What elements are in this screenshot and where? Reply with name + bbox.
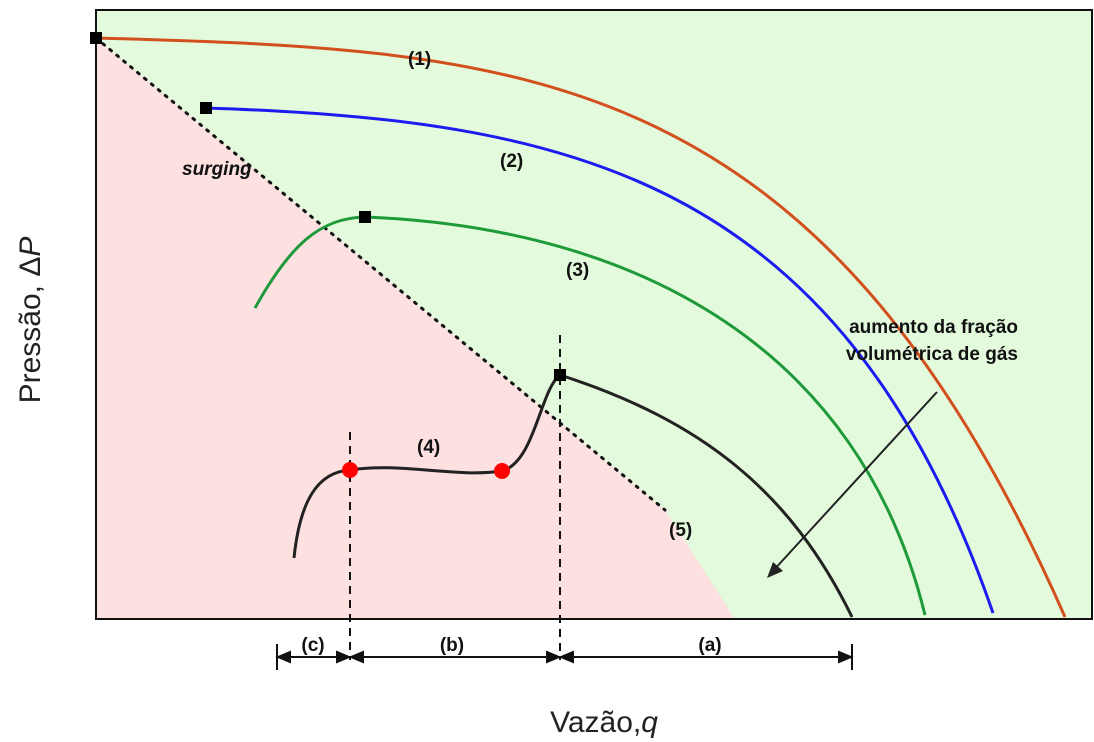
x-axis-title: Vazão,q: [550, 706, 658, 739]
region-dimensions: [275, 644, 854, 670]
surging-zone: [96, 38, 735, 619]
x-axis-var: q: [641, 706, 658, 739]
y-axis-title: Pressão, ΔP: [14, 237, 47, 404]
operating-point-left: [342, 462, 358, 478]
region-c-label: (c): [301, 635, 324, 656]
curve-4: [292, 373, 854, 618]
plot-frame: [95, 9, 1093, 620]
annotation-line-2: volumétrica de gás: [846, 344, 1018, 365]
curve-3-label: (3): [566, 260, 589, 281]
operating-point-right: [494, 463, 510, 479]
surge-point-3: [359, 211, 371, 223]
surge-point-2: [200, 102, 212, 114]
surge-line: [94, 36, 667, 512]
curve-1-label: (1): [408, 49, 431, 70]
curve-4-label: (4): [417, 437, 440, 458]
trend-arrow: [771, 391, 938, 573]
annotation-line-1: aumento da fração: [849, 317, 1018, 338]
y-axis-var: P: [14, 237, 47, 257]
curve-3: [253, 215, 927, 616]
surge-point-1: [90, 32, 102, 44]
y-axis-prefix: Pressão, Δ: [14, 257, 47, 404]
curve-1: [95, 36, 1067, 618]
curve-5-label: (5): [669, 520, 692, 541]
x-axis-prefix: Vazão,: [550, 706, 641, 739]
surge-point-4: [554, 369, 566, 381]
surging-label: surging: [182, 159, 252, 180]
region-a-label: (a): [698, 635, 721, 656]
trend-arrow-head: [767, 562, 783, 578]
region-b-label: (b): [440, 635, 464, 656]
curve-2: [205, 106, 995, 614]
curve-2-label: (2): [500, 151, 523, 172]
